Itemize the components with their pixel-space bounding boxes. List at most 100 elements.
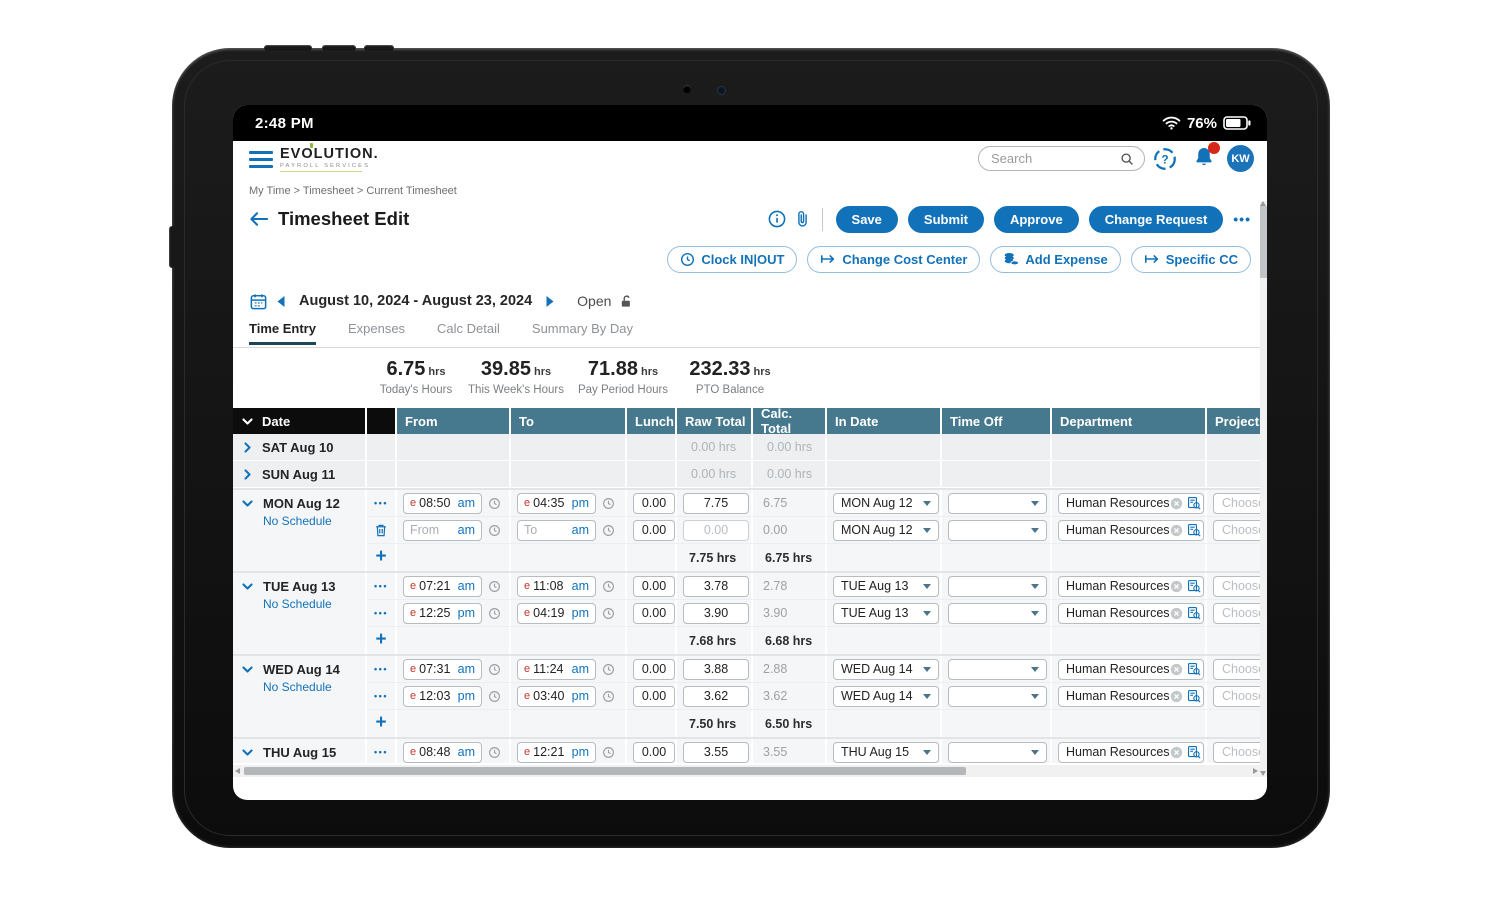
add-entry-button[interactable]: + [375,629,387,650]
clear-department-button[interactable] [1170,580,1183,593]
from-time-input[interactable]: e 07:31 am [403,658,482,680]
horizontal-scrollbar[interactable] [233,765,1260,777]
previous-period-arrow[interactable] [276,295,286,308]
row-menu-button[interactable]: ••• [374,498,388,508]
lunch-input[interactable]: 0.00 [633,492,675,514]
from-time-input[interactable]: e 08:48 am [403,741,482,763]
schedule-link[interactable]: No Schedule [263,514,332,528]
button-submit[interactable]: Submit [907,205,984,233]
time-picker-icon[interactable] [602,663,615,676]
clear-department-button[interactable] [1170,524,1183,537]
lunch-input[interactable]: 0.00 [633,741,675,763]
time-picker-icon[interactable] [602,690,615,703]
time-picker-icon[interactable] [602,580,615,593]
row-action-cell[interactable]: ••• [367,656,397,682]
in-date-select[interactable]: THU Aug 15 [833,741,939,763]
department-select[interactable]: Human Resources [1058,602,1204,624]
department-select[interactable]: Human Resources [1058,575,1204,597]
time-picker-icon[interactable] [488,690,501,703]
vertical-scrollbar[interactable] [1260,201,1267,777]
notifications-bell-icon[interactable] [1193,142,1220,171]
button-change-request[interactable]: Change Request [1088,205,1224,233]
button-specific-cc[interactable]: Specific CC [1130,245,1251,273]
lunch-input[interactable]: 0.00 [633,602,675,624]
time-off-select[interactable] [948,658,1047,680]
row-menu-button[interactable]: ••• [374,747,388,757]
department-lookup-button[interactable] [1187,745,1201,759]
back-arrow-icon[interactable] [249,211,268,227]
clear-department-button[interactable] [1170,690,1183,703]
expand-day-button[interactable] [241,468,254,481]
time-picker-icon[interactable] [602,607,615,620]
column-header-date[interactable]: Date [233,408,367,434]
raw-total-input[interactable]: 0.00 [683,519,749,541]
to-time-input[interactable]: e 12:21 pm [517,741,596,763]
row-action-cell[interactable] [367,517,397,543]
department-lookup-button[interactable] [1187,579,1201,593]
time-picker-icon[interactable] [488,607,501,620]
raw-total-input[interactable]: 3.90 [683,602,749,624]
add-entry-cell[interactable]: + [367,710,397,737]
breadcrumb[interactable]: My Time > Timesheet > Current Timesheet [249,185,457,197]
department-lookup-button[interactable] [1187,689,1201,703]
search-input[interactable]: Search [978,146,1145,171]
menu-icon[interactable] [249,151,273,168]
to-time-input[interactable]: e 03:40 pm [517,685,596,707]
project-select[interactable]: Choose [1213,575,1267,597]
department-select[interactable]: Human Resources [1058,519,1204,541]
row-action-cell[interactable]: ••• [367,683,397,709]
to-time-input[interactable]: e 04:19 pm [517,602,596,624]
button-approve[interactable]: Approve [993,205,1079,233]
time-picker-icon[interactable] [488,580,501,593]
day-cell[interactable]: TUE Aug 13 No Schedule [233,573,367,654]
time-off-select[interactable] [948,741,1047,763]
from-time-input[interactable]: e 12:03 pm [403,685,482,707]
collapse-day-button[interactable] [241,746,254,762]
lunch-input[interactable]: 0.00 [633,519,675,541]
from-time-input[interactable]: e 12:25 pm [403,602,482,624]
add-entry-cell[interactable]: + [367,627,397,654]
to-time-input[interactable]: e 11:24 am [517,658,596,680]
time-off-select[interactable] [948,602,1047,624]
to-time-input[interactable]: To am [517,519,596,541]
department-select[interactable]: Human Resources [1058,658,1204,680]
collapse-day-button[interactable] [241,663,254,679]
scroll-left-arrow[interactable] [235,768,240,774]
row-action-cell[interactable]: ••• [367,490,397,516]
time-off-select[interactable] [948,492,1047,514]
row-menu-button[interactable]: ••• [374,608,388,618]
in-date-select[interactable]: TUE Aug 13 [833,602,939,624]
delete-entry-button[interactable] [374,523,388,538]
scroll-right-arrow[interactable] [1253,768,1258,774]
project-select[interactable]: Choose [1213,519,1267,541]
scroll-up-arrow[interactable] [1260,201,1266,206]
project-select[interactable]: Choose [1213,685,1267,707]
add-entry-cell[interactable]: + [367,544,397,571]
department-lookup-button[interactable] [1187,662,1201,676]
info-icon[interactable] [768,210,786,228]
clear-department-button[interactable] [1170,497,1183,510]
button-add-expense[interactable]: Add Expense [990,245,1121,273]
in-date-select[interactable]: MON Aug 12 [833,519,939,541]
from-time-input[interactable]: From am [403,519,482,541]
in-date-select[interactable]: WED Aug 14 [833,685,939,707]
attachment-icon[interactable] [796,210,809,228]
department-select[interactable]: Human Resources [1058,492,1204,514]
row-action-cell[interactable]: ••• [367,573,397,599]
clear-department-button[interactable] [1170,746,1183,759]
raw-total-input[interactable]: 3.62 [683,685,749,707]
horizontal-scrollbar-thumb[interactable] [244,767,966,775]
department-lookup-button[interactable] [1187,496,1201,510]
time-picker-icon[interactable] [602,746,615,759]
project-select[interactable]: Choose [1213,741,1267,763]
raw-total-input[interactable]: 7.75 [683,492,749,514]
in-date-select[interactable]: TUE Aug 13 [833,575,939,597]
time-picker-icon[interactable] [488,524,501,537]
add-entry-button[interactable]: + [375,712,387,733]
from-time-input[interactable]: e 08:50 am [403,492,482,514]
department-lookup-button[interactable] [1187,606,1201,620]
project-select[interactable]: Choose [1213,658,1267,680]
department-lookup-button[interactable] [1187,523,1201,537]
day-cell[interactable]: THU Aug 15 No Schedule [233,739,367,763]
collapse-day-button[interactable] [241,497,254,513]
